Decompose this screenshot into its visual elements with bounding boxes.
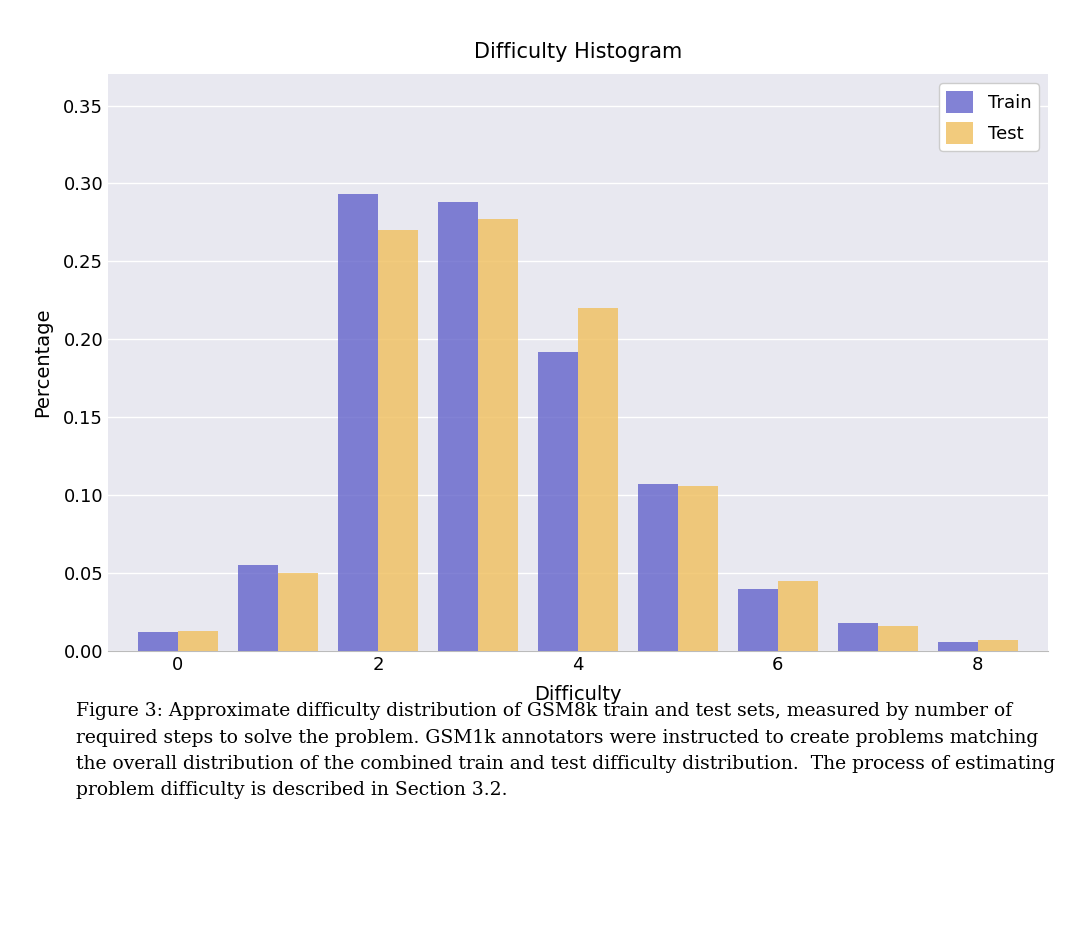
- Text: Figure 3: Approximate difficulty distribution of GSM8k train and test sets, meas: Figure 3: Approximate difficulty distrib…: [76, 702, 1055, 800]
- Bar: [178, 631, 218, 651]
- Bar: [878, 626, 918, 651]
- Bar: [538, 352, 578, 651]
- Bar: [738, 589, 778, 651]
- Bar: [977, 640, 1017, 651]
- Bar: [138, 632, 178, 651]
- Bar: [378, 231, 418, 651]
- Bar: [638, 485, 678, 651]
- Title: Difficulty Histogram: Difficulty Histogram: [474, 42, 681, 61]
- Bar: [778, 581, 818, 651]
- Bar: [238, 565, 278, 651]
- Bar: [578, 308, 618, 651]
- Y-axis label: Percentage: Percentage: [33, 308, 52, 418]
- X-axis label: Difficulty: Difficulty: [534, 685, 622, 704]
- Bar: [937, 642, 977, 651]
- Legend: Train, Test: Train, Test: [939, 84, 1039, 151]
- Bar: [278, 573, 318, 651]
- Bar: [678, 485, 718, 651]
- Bar: [838, 623, 878, 651]
- Bar: [437, 202, 477, 651]
- Bar: [477, 219, 517, 651]
- Bar: [338, 194, 378, 651]
